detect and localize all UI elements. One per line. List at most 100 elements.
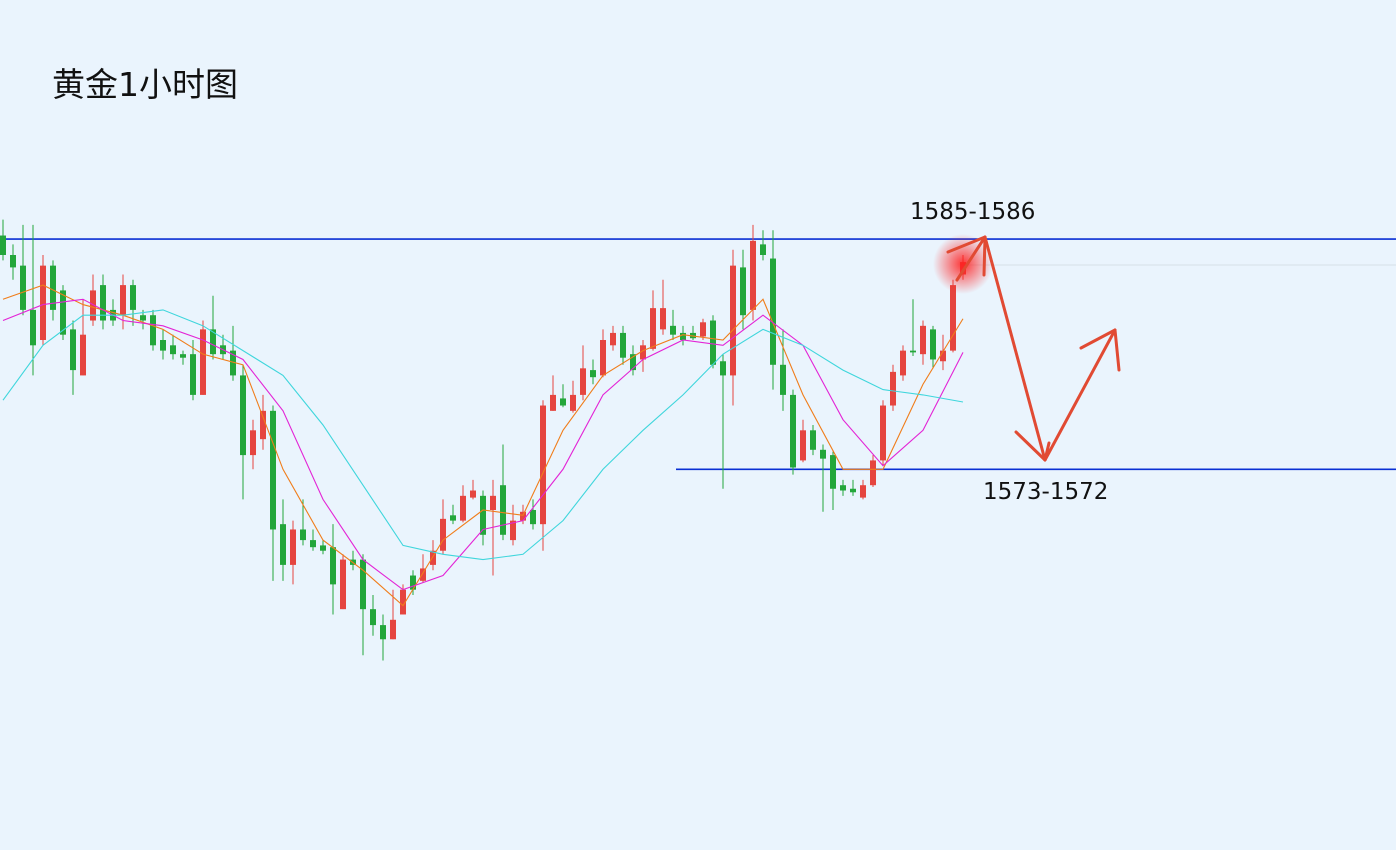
candle-body xyxy=(480,495,486,535)
candle-body xyxy=(380,625,386,640)
candle-body xyxy=(210,329,216,355)
arrow xyxy=(955,235,987,282)
candle-body xyxy=(620,332,626,358)
candle-body xyxy=(250,430,256,456)
candle-body xyxy=(870,460,876,486)
candle-body xyxy=(900,350,906,376)
candle-body xyxy=(610,332,616,346)
plot xyxy=(0,219,1396,661)
candle-body xyxy=(880,405,886,461)
candle-body xyxy=(800,430,806,461)
candle-body xyxy=(650,308,656,349)
candle-body xyxy=(160,340,166,351)
candle-body xyxy=(910,350,916,353)
candle-body xyxy=(360,559,366,610)
candle-body xyxy=(860,485,866,498)
level-label: 1573-1572 xyxy=(983,479,1108,505)
candle-body xyxy=(420,568,426,581)
candle-body xyxy=(550,394,556,411)
candle-body xyxy=(400,589,406,615)
candle-body xyxy=(660,308,666,330)
candle-body xyxy=(580,368,586,395)
candle-body xyxy=(950,285,956,351)
candle-body xyxy=(290,529,296,565)
arrow xyxy=(1043,328,1117,462)
candle-body xyxy=(440,518,446,551)
candle-body xyxy=(450,515,456,521)
candle-body xyxy=(280,524,286,565)
candle-body xyxy=(710,320,716,365)
candle-body xyxy=(410,575,416,590)
candle-body xyxy=(630,354,636,371)
candle-body xyxy=(940,350,946,362)
candle-body xyxy=(750,240,756,310)
candle-body xyxy=(100,285,106,321)
candle-body xyxy=(780,364,786,395)
candle-body xyxy=(240,375,246,456)
candle-body xyxy=(680,332,686,340)
candle-body xyxy=(830,455,836,489)
candle-body xyxy=(10,255,16,268)
candle-body xyxy=(0,235,6,255)
candle-body xyxy=(670,325,676,335)
candle-body xyxy=(770,258,776,365)
candle-body xyxy=(50,265,56,310)
candle-body xyxy=(820,449,826,459)
candle-body xyxy=(600,340,606,376)
moving-average xyxy=(2,309,964,561)
candle-body xyxy=(720,361,726,376)
candle-body xyxy=(340,559,346,610)
candle-body xyxy=(310,540,316,548)
candle-body xyxy=(30,309,36,346)
candle-body xyxy=(230,350,236,376)
candle-body xyxy=(320,545,326,551)
candle-body xyxy=(510,520,516,541)
candle-body xyxy=(260,410,266,440)
candle-body xyxy=(370,609,376,626)
candle-body xyxy=(330,547,336,585)
forecast-arrows xyxy=(946,235,1121,462)
arrow xyxy=(1079,328,1121,372)
candle-body xyxy=(640,345,646,360)
candle-body xyxy=(60,290,66,335)
level-label: 1585-1586 xyxy=(910,199,1035,225)
candle-body xyxy=(190,354,196,395)
candle-body xyxy=(920,325,926,355)
candle-body xyxy=(530,510,536,525)
candle-body xyxy=(790,394,796,468)
candle-body xyxy=(490,495,496,510)
candle-body xyxy=(520,511,526,521)
candle-body xyxy=(760,244,766,255)
candle-body xyxy=(700,322,706,337)
candle-body xyxy=(470,490,476,498)
candle-body xyxy=(200,329,206,395)
candle-body xyxy=(810,430,816,450)
candle-body xyxy=(120,285,126,316)
candle-body xyxy=(80,334,86,376)
candle-body xyxy=(150,315,156,346)
candle-body xyxy=(740,267,746,316)
candle-body xyxy=(930,329,936,360)
candle-body xyxy=(180,354,186,358)
candle-body xyxy=(390,619,396,640)
candle-body xyxy=(590,370,596,378)
candle-body xyxy=(140,315,146,321)
candle-body xyxy=(560,398,566,406)
candle-body xyxy=(840,485,846,491)
moving-average xyxy=(2,284,964,607)
candle-body xyxy=(300,529,306,541)
candle-body xyxy=(90,290,96,321)
candle-body xyxy=(500,485,506,535)
candle-body xyxy=(170,345,176,355)
candle-body xyxy=(40,265,46,340)
candle-body xyxy=(270,410,276,530)
candle-body xyxy=(890,371,896,406)
candle-body xyxy=(730,265,736,376)
chart-title: 黄金1小时图 xyxy=(52,65,238,104)
candle-body xyxy=(460,495,466,521)
candle-body xyxy=(850,488,856,493)
candle-body xyxy=(70,329,76,371)
candle-body xyxy=(540,405,546,525)
